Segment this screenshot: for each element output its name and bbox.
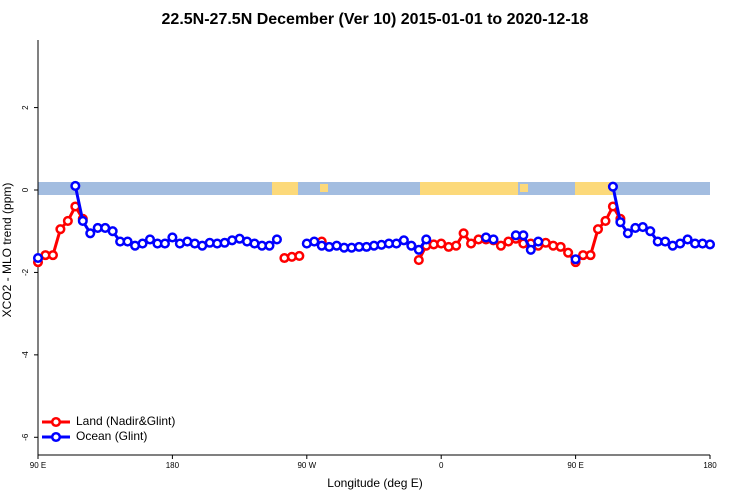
x-tick-label: 180: [703, 461, 717, 470]
data-point: [555, 241, 566, 252]
data-point: [294, 250, 305, 261]
data-point: [615, 217, 626, 228]
chart-title: 22.5N-27.5N December (Ver 10) 2015-01-01…: [162, 11, 589, 28]
data-point: [592, 224, 604, 235]
data-point: [70, 180, 81, 191]
legend-marker: [50, 416, 62, 428]
data-point: [495, 240, 506, 251]
data-point: [607, 181, 618, 192]
legend-label: Land (Nadir&Glint): [76, 414, 175, 428]
data-point: [159, 238, 170, 249]
y-tick-label: -2: [21, 268, 30, 276]
data-point: [32, 252, 44, 264]
data-point: [309, 236, 320, 247]
data-point: [122, 236, 133, 247]
data-point: [413, 255, 424, 266]
data-point: [682, 234, 693, 245]
x-tick-label: 0: [439, 461, 444, 470]
y-axis-label: XCO2 - MLO trend (ppm): [0, 183, 14, 318]
x-axis-label: Longitude (deg E): [327, 476, 422, 490]
legend-label: Ocean (Glint): [76, 429, 147, 443]
data-point: [466, 238, 477, 249]
data-point: [585, 250, 596, 261]
data-point: [85, 228, 96, 239]
x-tick-label: 90 W: [297, 461, 316, 470]
y-tick-label: 0: [21, 187, 30, 192]
data-point: [675, 238, 686, 249]
data-point: [398, 235, 409, 246]
data-point: [144, 234, 156, 245]
data-point: [77, 215, 88, 226]
data-point: [645, 226, 656, 237]
y-tick-label: -6: [21, 433, 30, 441]
data-point: [600, 215, 611, 226]
data-point: [55, 224, 66, 235]
data-point: [406, 240, 417, 251]
data-point: [660, 236, 671, 247]
data-point: [533, 236, 544, 247]
data-point: [137, 238, 148, 249]
data-point: [637, 222, 648, 233]
map-strip: [38, 182, 710, 195]
data-point: [525, 244, 536, 255]
data-point: [518, 230, 529, 241]
data-point: [622, 228, 633, 239]
x-tick-label: 90 E: [30, 461, 46, 470]
data-point: [704, 239, 716, 250]
data-point: [271, 234, 282, 245]
x-tick-label: 180: [166, 461, 180, 470]
data-point: [62, 215, 73, 226]
data-point: [570, 254, 581, 265]
data-point: [47, 250, 58, 261]
data-point: [451, 240, 462, 251]
data-point: [107, 226, 118, 237]
data-point: [488, 234, 499, 245]
data-point: [413, 244, 424, 255]
data-point: [563, 247, 574, 258]
data-point: [264, 240, 275, 251]
x-tick-label: 90 E: [567, 461, 583, 470]
data-point: [421, 234, 432, 245]
y-tick-label: 2: [21, 105, 30, 110]
data-point: [458, 228, 469, 239]
legend-marker: [50, 431, 62, 443]
y-tick-label: -4: [21, 351, 30, 359]
data-point: [167, 232, 178, 243]
